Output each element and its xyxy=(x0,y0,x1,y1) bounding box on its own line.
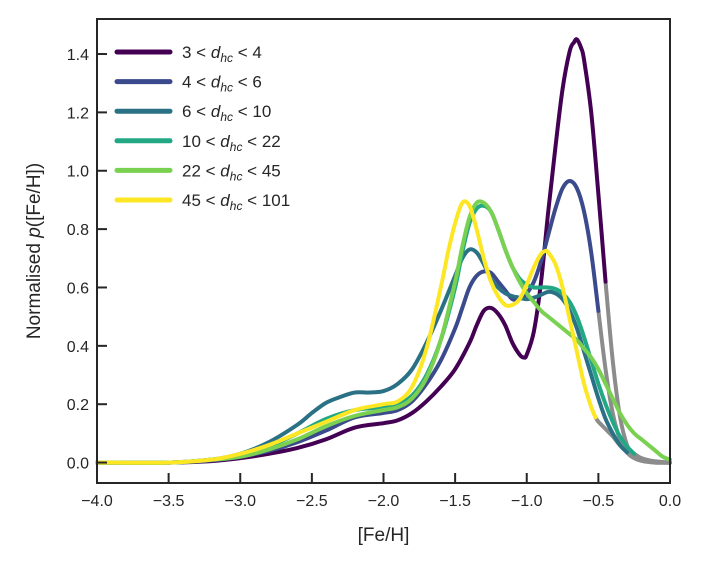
legend-label: 22 < dhc < 45 xyxy=(182,161,281,183)
x-tick-label: −3.0 xyxy=(224,493,256,510)
y-tick-label: 0.0 xyxy=(67,456,89,473)
y-axis-label-post: ([Fe/H]) xyxy=(24,163,45,227)
legend: 3 < dhc < 4 4 < dhc < 6 6 < dhc < 10 10 < d… xyxy=(114,43,290,213)
x-tick-label: −1.5 xyxy=(439,493,471,510)
legend-label: 10 < dhc < 22 xyxy=(182,132,281,154)
series-1-line xyxy=(95,37,608,465)
series-2-line xyxy=(95,178,601,465)
legend-label: 4 < dhc < 6 xyxy=(182,73,262,95)
series-5-line xyxy=(95,199,672,465)
series-3-line xyxy=(95,247,630,465)
y-axis: 0.0 0.2 0.4 0.6 0.8 1.0 1.2 1.4 xyxy=(67,47,107,473)
y-tick-label: 1.2 xyxy=(67,105,89,122)
legend-label: 45 < dhc < 101 xyxy=(182,191,290,213)
legend-label: 6 < dhc < 10 xyxy=(182,102,271,124)
x-axis: −4.0 −3.5 −3.0 −2.5 −2.0 −1.5 −1.0 −0.5 0.0 xyxy=(81,473,681,510)
series-6-line xyxy=(95,199,598,465)
y-axis-label-pre: Normalised xyxy=(24,238,45,339)
y-tick-label: 0.4 xyxy=(67,339,89,356)
x-tick-label: −2.0 xyxy=(368,493,400,510)
y-tick-label: 0.8 xyxy=(67,222,89,239)
y-axis-label-italic: p xyxy=(24,227,45,239)
plot-lines xyxy=(95,37,672,465)
x-tick-label: −1.0 xyxy=(511,493,543,510)
x-tick-label: −3.5 xyxy=(153,493,185,510)
y-tick-label: 1.4 xyxy=(67,47,89,64)
x-tick-label: 0.0 xyxy=(659,493,681,510)
series-4-tail xyxy=(632,451,672,465)
x-tick-label: −0.5 xyxy=(583,493,615,510)
y-tick-label: 1.0 xyxy=(67,164,89,181)
x-tick-label: −2.5 xyxy=(296,493,328,510)
legend-label: 3 < dhc < 4 xyxy=(182,43,262,65)
y-tick-label: 0.2 xyxy=(67,397,89,414)
y-tick-label: 0.6 xyxy=(67,280,89,297)
x-tick-label: −4.0 xyxy=(81,493,113,510)
x-axis-label: [Fe/H] xyxy=(358,525,410,546)
y-axis-label: Normalised p([Fe/H]) xyxy=(24,163,45,339)
